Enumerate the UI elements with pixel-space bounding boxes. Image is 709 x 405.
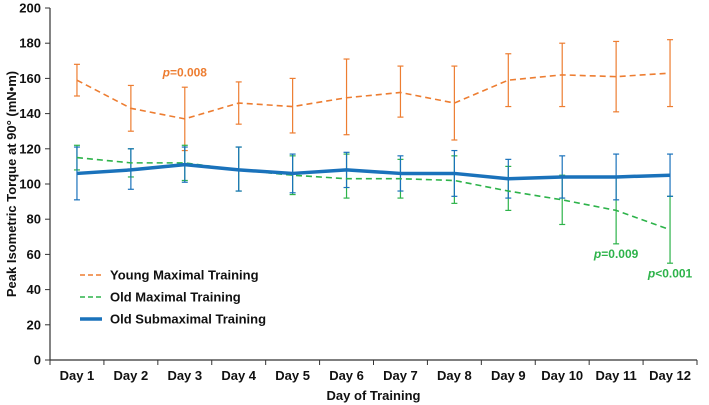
- x-tick-label: Day 1: [60, 368, 95, 383]
- y-tick-label: 200: [19, 1, 41, 16]
- old-submaximal-training-line: [76, 162, 671, 181]
- p-value-annotation: p=0.008: [162, 66, 208, 80]
- x-tick-label: Day 10: [541, 368, 583, 383]
- plot-area: [73, 39, 674, 264]
- y-tick-label: 180: [19, 36, 41, 51]
- p-value-number: <0.001: [655, 266, 692, 280]
- x-tick-label: Day 9: [491, 368, 526, 383]
- x-tick-label: Day 2: [114, 368, 149, 383]
- legend-label: Old Submaximal Training: [110, 312, 266, 327]
- y-tick-label: 140: [19, 106, 41, 121]
- y-tick-label: 60: [27, 247, 41, 262]
- p-value-number: =0.009: [601, 247, 638, 261]
- y-axis-title: Peak Isometric Torque at 90° (mN•m): [4, 71, 19, 297]
- y-tick-label: 80: [27, 212, 41, 227]
- old-maximal-training-error-bars: [73, 144, 674, 264]
- x-tick-label: Day 4: [221, 368, 256, 383]
- young-maximal-training-error-bars: [73, 39, 674, 152]
- x-axis-title: Day of Training: [327, 388, 421, 403]
- p-value-number: =0.008: [170, 66, 207, 80]
- p-value-annotation: p=0.009: [593, 247, 639, 261]
- y-tick-label: 100: [19, 177, 41, 192]
- x-tick-label: Day 3: [167, 368, 202, 383]
- old-maximal-training-line: [76, 156, 671, 231]
- y-tick-label: 20: [27, 317, 41, 332]
- x-tick-label: Day 6: [329, 368, 364, 383]
- x-axis: Day 1 Day 2 Day 3 Day 4 Day 5 Day 6 Day 7 Day 8…: [49, 359, 698, 383]
- legend-label: Old Maximal Training: [110, 290, 241, 305]
- x-tick-label: Day 11: [596, 368, 637, 383]
- legend: Young Maximal Training Old Maximal Traini…: [80, 268, 266, 327]
- legend-label: Young Maximal Training: [110, 268, 259, 283]
- p-value-symbol: p: [647, 266, 655, 280]
- x-tick-label: Day 12: [649, 368, 691, 383]
- young-maximal-training-line: [76, 72, 671, 120]
- x-tick-label: Day 8: [437, 368, 472, 383]
- p-value-symbol: p: [593, 247, 601, 261]
- y-tick-label: 160: [19, 71, 41, 86]
- x-tick-label: Day 7: [383, 368, 418, 383]
- y-axis: 0 20 40 60 80 100 120 140 160 180 200: [19, 1, 51, 368]
- old-submaximal-training-error-bars: [73, 146, 674, 201]
- x-tick-label: Day 5: [275, 368, 310, 383]
- y-tick-label: 120: [19, 141, 41, 156]
- y-tick-label: 0: [34, 353, 41, 368]
- p-value-annotation: p<0.001: [647, 266, 693, 280]
- p-value-symbol: p: [162, 66, 170, 80]
- y-tick-label: 40: [27, 282, 41, 297]
